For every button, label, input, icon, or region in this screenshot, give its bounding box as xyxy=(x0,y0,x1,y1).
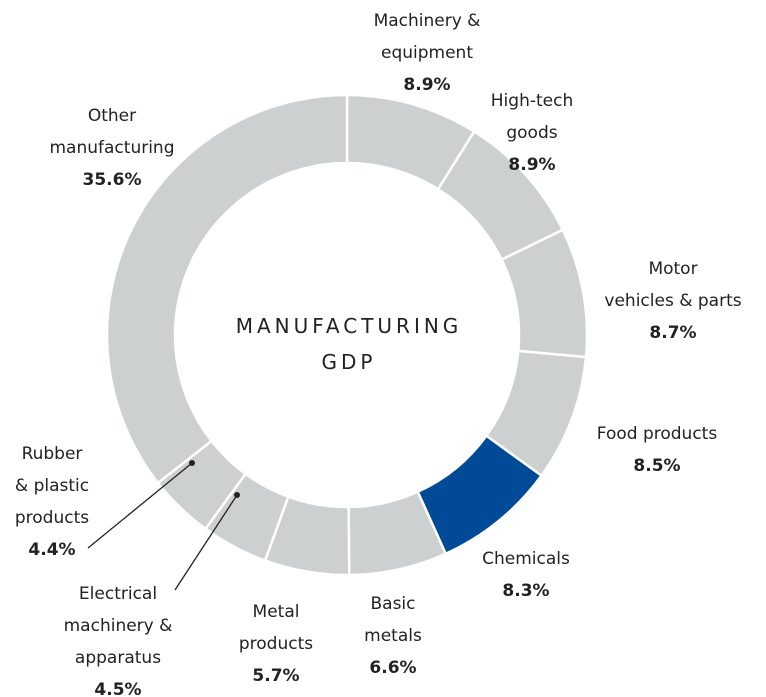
donut-slice xyxy=(105,93,349,485)
slice-label: Motor vehicles & parts 8.7% xyxy=(604,253,741,349)
value-label: 8.5% xyxy=(633,456,681,476)
category-label: Machinery & equipment xyxy=(373,11,481,63)
value-label: 8.9% xyxy=(508,155,556,175)
category-label: Basic metals xyxy=(364,594,422,646)
category-label: Electrical machinery & apparatus xyxy=(63,584,173,668)
category-label: Chemicals xyxy=(482,549,570,569)
value-label: 4.5% xyxy=(94,680,142,697)
value-label: 8.9% xyxy=(403,75,451,95)
category-label: Other manufacturing xyxy=(49,106,175,158)
category-label: Rubber & plastic products xyxy=(14,444,90,528)
slice-label: Basic metals 6.6% xyxy=(364,588,422,684)
value-label: 5.7% xyxy=(252,666,300,686)
slice-label: Rubber & plastic products 4.4% xyxy=(15,438,89,566)
slice-label: Electrical machinery & apparatus 4.5% xyxy=(64,578,173,697)
value-label: 35.6% xyxy=(82,170,142,190)
slice-label: High-tech goods 8.9% xyxy=(491,85,573,181)
category-label: Metal products xyxy=(238,602,314,654)
leader-dot xyxy=(234,492,240,498)
category-label: Food products xyxy=(596,424,718,444)
category-label: Motor vehicles & parts xyxy=(604,259,742,311)
category-label: High-tech goods xyxy=(490,91,574,143)
center-label: MANUFACTURING GDP xyxy=(235,314,463,374)
value-label: 8.7% xyxy=(649,323,697,343)
slice-label: Food products 8.5% xyxy=(597,418,717,482)
leader-line xyxy=(87,462,193,549)
value-label: 8.3% xyxy=(502,581,550,601)
slice-label: Machinery & equipment 8.9% xyxy=(374,5,481,101)
slice-label: Chemicals 8.3% xyxy=(482,543,570,607)
leader-line xyxy=(174,494,238,591)
value-label: 4.4% xyxy=(28,540,76,560)
value-label: 6.6% xyxy=(369,658,417,678)
slice-label: Other manufacturing 35.6% xyxy=(50,100,175,196)
slice-label: Metal products 5.7% xyxy=(239,596,313,692)
leader-dot xyxy=(189,460,195,466)
